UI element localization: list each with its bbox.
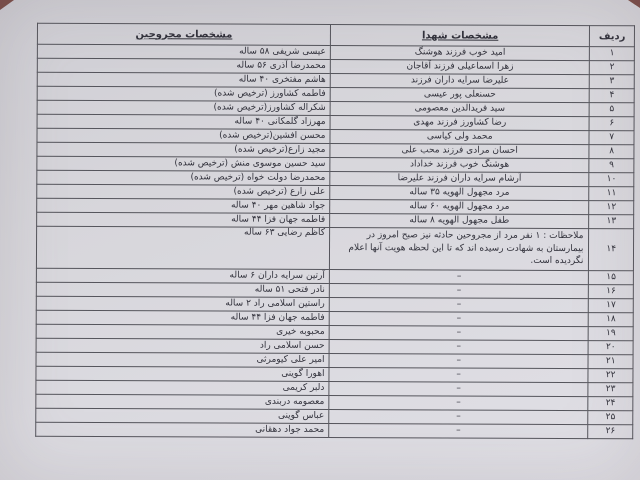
cell-row-number: ۲۳ [588,382,633,397]
cell-martyr: آرشام سرایه داران فرزند علیرضا [329,171,590,187]
cell-martyr: زهرا اسماعیلی فرزند آقاجان [330,59,590,75]
cell-wounded: راستین اسلامی راد ۲ ساله [36,296,330,312]
cell-row-number: ۲۱ [588,354,634,369]
cell-martyr: مرد مجهول الهویه ۳۵ ساله [329,185,590,201]
cell-wounded: محمدرضا آذری ۵۶ ساله [37,58,331,74]
cell-wounded: عباس گوینی [35,408,329,424]
table-header: ردیف مشخصات شهدا مشخصات مجروحین [37,23,635,47]
cell-martyr: – [328,409,589,425]
cell-martyr: – [329,339,589,355]
cell-row-number: ۷ [589,130,635,145]
cell-martyr: سید فریدالدین معصومی [330,101,590,117]
cell-row-number: ۲۴ [588,396,633,411]
cell-martyr: طفل مجهول الهویه ۸ ساله [329,213,590,229]
cell-wounded: نادر فتحی ۵۱ ساله [36,282,330,298]
cell-martyr: – [328,395,589,411]
column-header-martyrs: مشخصات شهدا [330,24,590,47]
cell-wounded: عیسی شریفی ۵۸ ساله [37,44,331,60]
cell-wounded: علی زارع (ترخیص شده) [36,184,330,200]
cell-row-number: ۶ [589,116,635,131]
cell-row-number: ۱۸ [588,312,634,327]
cell-wounded: مجید زارع(ترخیص شده) [36,142,330,158]
cell-wounded: معصومه دربندی [35,394,329,410]
cell-row-number: ۱۲ [589,200,634,215]
cell-row-number: ۱۰ [589,172,634,187]
cell-wounded: فاطمه جهان فزا ۴۴ ساله [36,310,330,326]
cell-martyr: امید خوب فرزند هوشنگ [330,45,590,61]
cell-wounded: محمدرضا دولت خواه (ترخیص شده) [36,170,330,186]
cell-martyr: ملاحظات : ۱ نفر مرد از مجروحین حادثه نیز… [329,227,590,271]
column-header-row-number: ردیف [589,25,635,47]
cell-row-number: ۹ [589,158,634,173]
cell-row-number: ۱ [589,46,635,61]
column-header-wounded: مشخصات مجروحین [37,23,331,46]
cell-martyr: رضا کشاورز فرزند مهدی [330,115,590,131]
cell-row-number: ۱۴ [588,228,634,271]
cell-martyr: – [329,353,589,369]
cell-martyr: – [329,311,589,327]
cell-row-number: ۱۶ [588,284,634,299]
cell-martyr: حسنعلی پور عیسی [330,87,590,103]
cell-martyr: – [328,367,589,383]
cell-martyr: – [328,381,589,397]
cell-wounded: اهورا گوینی [35,366,330,382]
cell-wounded: محسن افشین(ترخیص شده) [36,128,331,144]
photo-background-corner [628,0,640,8]
cell-row-number: ۱۵ [588,270,634,285]
cell-martyr: – [328,423,589,439]
cell-row-number: ۱۱ [589,186,634,201]
cell-martyr: علیرضا سرایه داران فرزند [330,73,590,89]
cell-wounded: فاطمه کشاورز (ترخیص شده) [37,86,331,102]
table-row: ۲۶ – محمد جواد دهقانی [35,422,633,439]
cell-wounded: آرتین سرایه داران ۶ ساله [36,268,330,284]
cell-wounded: فاطمه جهان فزا ۴۴ ساله [36,212,330,228]
cell-martyr: مرد مجهول الهویه ۶۰ ساله [329,199,590,215]
cell-wounded: شکراله کشاورز(ترخیص شده) [37,100,331,116]
cell-martyr: – [329,269,589,285]
cell-row-number: ۲۲ [588,368,633,383]
cell-martyr: – [329,325,589,341]
cell-wounded: دلبر کریمی [35,380,329,396]
cell-martyr: – [329,297,589,313]
cell-wounded: امیر علی کیومرثی [36,352,330,368]
cell-wounded: مهرزاد گلمکانی ۴۰ ساله [37,114,331,130]
cell-wounded: هاشم مفتخری ۴۰ ساله [37,72,331,88]
table-body: ۱ امید خوب فرزند هوشنگ عیسی شریفی ۵۸ سال… [35,44,635,439]
cell-row-number: ۸ [589,144,634,159]
cell-row-number: ۱۳ [589,214,634,229]
cell-martyr: احسان مرادی فرزند محب علی [329,143,590,159]
cell-wounded: سید حسین موسوی منش (ترخیص شده) [36,156,330,172]
header-row: ردیف مشخصات شهدا مشخصات مجروحین [37,23,635,47]
cell-row-number: ۱۷ [588,298,634,313]
cell-row-number: ۳ [589,74,635,89]
casualty-table: ردیف مشخصات شهدا مشخصات مجروحین ۱ امید خ… [35,23,635,440]
cell-wounded: جواد شاهین مهر ۴۰ ساله [36,198,330,214]
cell-row-number: ۵ [589,102,635,117]
cell-row-number: ۱۹ [588,326,634,341]
cell-row-number: ۲ [589,60,635,75]
cell-wounded: محبوبه خیری [36,324,330,340]
photo-background-corner [0,0,14,10]
cell-row-number: ۲۶ [588,424,633,439]
cell-martyr: هوشنگ خوب فرزند خداداد [329,157,590,173]
cell-martyr: محمد ولی کیاسی [329,129,590,145]
cell-wounded: محمد جواد دهقانی [35,422,329,438]
cell-wounded: حسن اسلامی راد [36,338,330,354]
cell-row-number: ۴ [589,88,635,103]
cell-row-number: ۲۵ [588,410,633,425]
cell-wounded: کاظم رضایی ۶۳ ساله [36,226,330,270]
cell-row-number: ۲۰ [588,340,634,355]
cell-martyr: – [329,283,589,299]
table-row: ۱۴ ملاحظات : ۱ نفر مرد از مجروحین حادثه … [36,226,634,271]
